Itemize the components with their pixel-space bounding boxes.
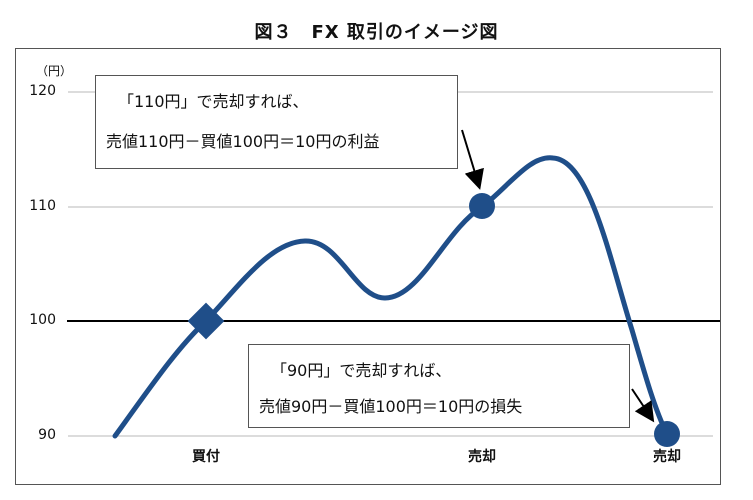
profit-callout-line2: 売値110円－買値100円＝10円の利益	[106, 132, 380, 151]
y-tick-120: 120	[29, 83, 56, 99]
loss-callout: 「90円」で売却すれば、 売値90円－買値100円＝10円の損失	[248, 344, 630, 428]
y-axis-unit: （円）	[36, 64, 73, 78]
chart-frame	[15, 48, 721, 485]
loss-callout-line1: 「90円」で売却すれば、	[271, 361, 452, 380]
loss-arrow	[631, 388, 655, 423]
x-label-sell-loss: 売却	[653, 449, 681, 465]
sell-loss-marker	[654, 421, 680, 447]
x-label-sell-profit: 売却	[468, 449, 496, 465]
y-tick-110: 110	[29, 198, 56, 214]
profit-callout: 「110円」で売却すれば、 売値110円－買値100円＝10円の利益	[95, 75, 458, 169]
chart-title: 図３ FX 取引のイメージ図	[254, 22, 499, 43]
buy-diamond-marker	[187, 302, 225, 340]
y-tick-90: 90	[38, 427, 56, 443]
profit-callout-line1: 「110円」で売却すれば、	[118, 92, 309, 111]
x-label-buy: 買付	[192, 449, 220, 465]
loss-callout-line2: 売値90円－買値100円＝10円の損失	[259, 397, 523, 416]
y-tick-100: 100	[29, 312, 56, 328]
profit-arrow	[461, 129, 484, 190]
sell-profit-marker	[469, 193, 495, 219]
